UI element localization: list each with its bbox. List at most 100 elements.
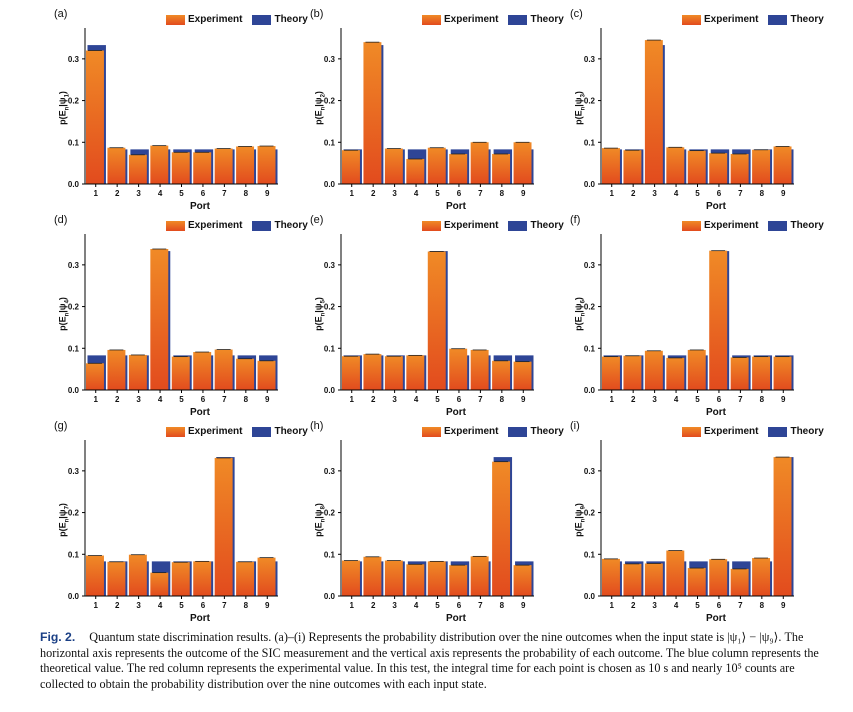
x-tick-label: 4 xyxy=(414,601,419,610)
experiment-bar xyxy=(128,354,147,390)
x-tick-label: 5 xyxy=(695,395,700,404)
legend-theory-label: Theory xyxy=(274,14,308,25)
x-axis-label: Port xyxy=(706,201,726,212)
legend-experiment-label: Experiment xyxy=(188,14,243,25)
bar-chart: 0.0 0.1 0.2 0.3 1 2 3 4 5 6 7 8 9 xyxy=(68,440,278,610)
y-tick-label: 0.1 xyxy=(324,550,336,559)
experiment-bar xyxy=(666,357,685,390)
experiment-bar xyxy=(214,457,233,596)
y-tick-label: 0.2 xyxy=(324,97,336,106)
x-tick-label: 2 xyxy=(631,395,636,404)
experiment-bar xyxy=(730,357,749,390)
x-tick-label: 3 xyxy=(652,189,657,198)
x-tick-label: 7 xyxy=(738,189,743,198)
legend-experiment-label: Experiment xyxy=(444,220,499,231)
experiment-bar xyxy=(449,565,468,596)
experiment-bar xyxy=(257,146,276,184)
y-axis-label: p(En|ψ5) xyxy=(313,297,327,331)
legend-experiment-label: Experiment xyxy=(704,14,759,25)
y-tick-label: 0.3 xyxy=(324,261,336,270)
experiment-bar xyxy=(602,356,620,390)
x-tick-label: 7 xyxy=(478,189,483,198)
x-axis-label: Port xyxy=(190,201,210,212)
experiment-bar xyxy=(128,554,147,596)
experiment-bar xyxy=(492,153,511,184)
experiment-bar xyxy=(128,154,147,184)
x-tick-label: 5 xyxy=(179,601,184,610)
legend-experiment-swatch xyxy=(682,426,701,437)
x-tick-label: 4 xyxy=(158,395,163,404)
x-tick-label: 7 xyxy=(222,395,227,404)
legend-theory-label: Theory xyxy=(790,14,824,25)
x-tick-label: 7 xyxy=(222,601,227,610)
experiment-bar xyxy=(513,565,532,596)
experiment-bar xyxy=(150,572,169,596)
chart-panel: (e) 0.0 0.1 0.2 0.3 1 2 3 4 5 6 7 8 9 Experiment Theory… xyxy=(306,214,576,424)
experiment-bar xyxy=(384,560,403,596)
x-tick-label: 3 xyxy=(392,601,397,610)
y-tick-label: 0.1 xyxy=(324,138,336,147)
y-tick-label: 0.1 xyxy=(68,138,80,147)
experiment-bar xyxy=(171,152,190,184)
legend-experiment-swatch xyxy=(166,426,185,437)
x-tick-label: 3 xyxy=(136,395,141,404)
legend: Experiment Theory xyxy=(166,426,308,437)
chart-panel: (i) 0.0 0.1 0.2 0.3 1 2 3 4 5 6 7 8 9 Experiment Theory… xyxy=(566,420,836,630)
panel-label: (g) xyxy=(54,420,68,432)
experiment-bar xyxy=(730,153,749,184)
y-tick-label: 0.1 xyxy=(584,344,596,353)
x-tick-label: 8 xyxy=(500,395,505,404)
panel-label: (e) xyxy=(310,214,324,226)
y-tick-label: 0.3 xyxy=(584,467,596,476)
x-tick-label: 8 xyxy=(244,395,249,404)
experiment-bar xyxy=(644,350,663,390)
y-axis-label: p(En|ψ6) xyxy=(573,297,587,331)
experiment-bar xyxy=(236,358,255,390)
legend-experiment-swatch xyxy=(682,14,701,25)
y-tick-label: 0.0 xyxy=(68,592,80,601)
experiment-bar xyxy=(449,348,468,390)
x-tick-label: 4 xyxy=(414,395,419,404)
legend-theory-swatch xyxy=(768,220,788,231)
x-tick-label: 3 xyxy=(652,601,657,610)
chart-panel: (c) 0.0 0.1 0.2 0.3 1 2 3 4 5 6 7 8 9 Experiment Theory… xyxy=(566,8,836,218)
legend-experiment-label: Experiment xyxy=(188,426,243,437)
y-tick-label: 0.3 xyxy=(324,55,336,64)
experiment-bar xyxy=(644,563,663,596)
x-tick-label: 5 xyxy=(695,189,700,198)
x-tick-label: 6 xyxy=(201,395,206,404)
experiment-bar xyxy=(623,355,642,390)
experiment-bar xyxy=(406,564,425,596)
x-axis-label: Port xyxy=(446,407,466,418)
experiment-bar xyxy=(257,557,276,596)
chart-panel: (b) 0.0 0.1 0.2 0.3 1 2 3 4 5 6 7 8 9 Experiment Theory… xyxy=(306,8,576,218)
y-axis-label: p(En|ψ4) xyxy=(57,297,71,331)
experiment-bar xyxy=(384,356,403,390)
x-tick-label: 2 xyxy=(371,395,376,404)
x-tick-label: 1 xyxy=(93,601,98,610)
x-tick-label: 1 xyxy=(609,395,614,404)
x-tick-label: 1 xyxy=(93,395,98,404)
experiment-bar xyxy=(709,250,728,390)
legend-theory-swatch xyxy=(508,220,528,231)
experiment-bar xyxy=(342,356,360,390)
chart-panel: (h) 0.0 0.1 0.2 0.3 1 2 3 4 5 6 7 8 9 Experiment Theory… xyxy=(306,420,576,630)
x-tick-label: 2 xyxy=(371,601,376,610)
x-tick-label: 8 xyxy=(244,601,249,610)
x-tick-label: 9 xyxy=(521,395,526,404)
y-tick-label: 0.0 xyxy=(68,386,80,395)
experiment-bar xyxy=(687,349,706,390)
x-tick-label: 9 xyxy=(265,601,270,610)
x-tick-label: 6 xyxy=(717,601,722,610)
legend: Experiment Theory xyxy=(166,14,308,25)
legend-theory-swatch xyxy=(252,14,272,25)
x-tick-label: 9 xyxy=(781,601,786,610)
y-axis-label: p(En|ψ2) xyxy=(313,91,327,125)
bar-chart: 0.0 0.1 0.2 0.3 1 2 3 4 5 6 7 8 9 xyxy=(68,234,278,404)
x-tick-label: 6 xyxy=(457,395,462,404)
x-tick-label: 7 xyxy=(478,601,483,610)
experiment-bar xyxy=(363,42,382,184)
x-axis-label: Port xyxy=(190,613,210,624)
experiment-bar xyxy=(666,550,685,596)
